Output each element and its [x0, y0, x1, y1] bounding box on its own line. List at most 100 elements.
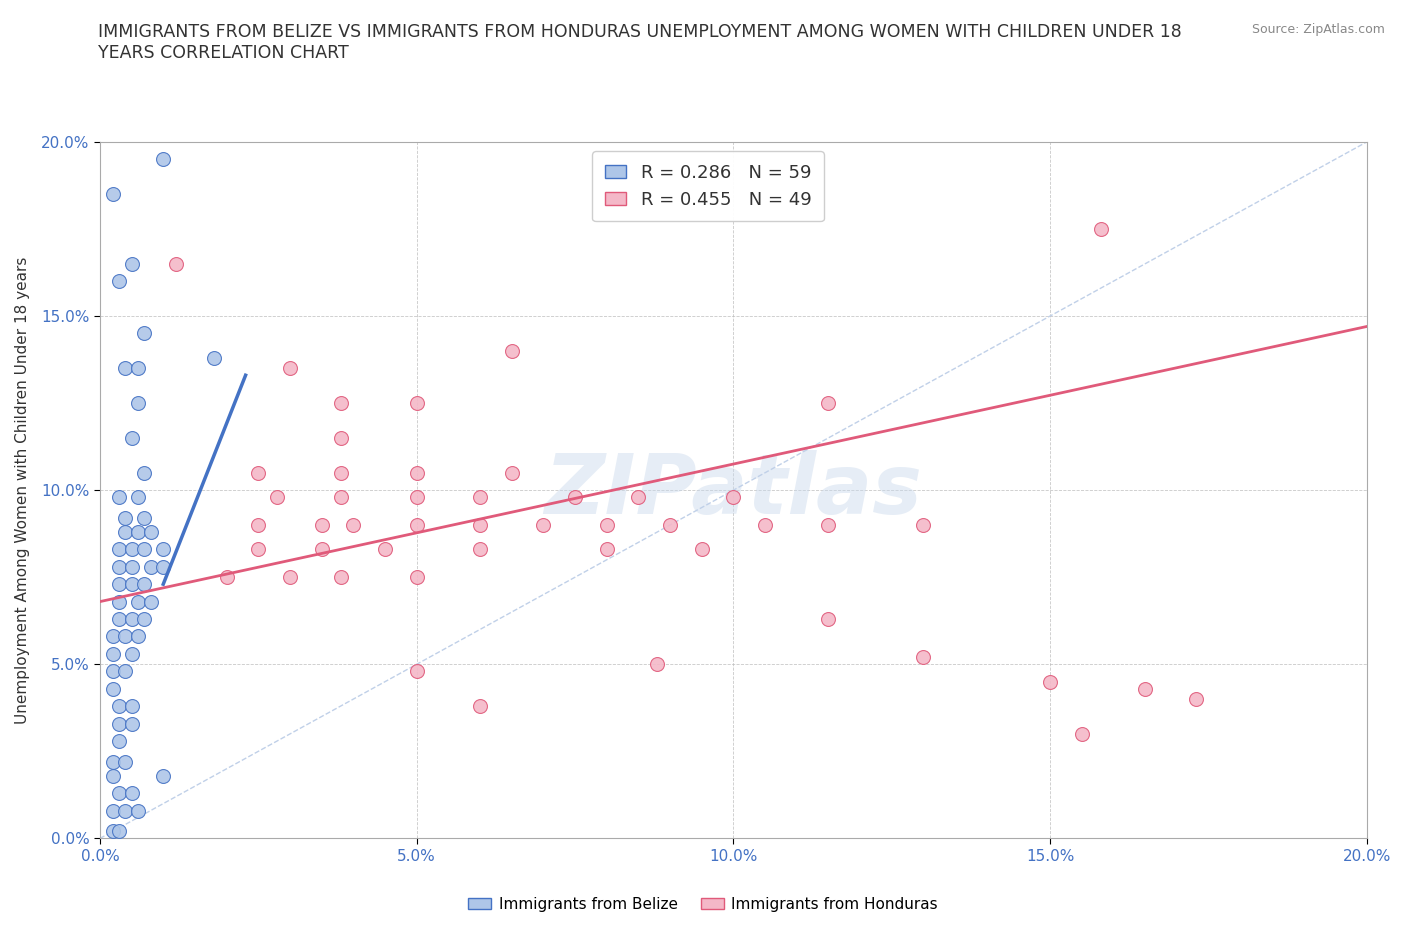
Point	[101, 804, 124, 818]
Point	[108, 824, 131, 839]
Point	[329, 490, 352, 505]
Point	[127, 490, 149, 505]
Point	[108, 559, 131, 574]
Point	[121, 698, 143, 713]
Point	[501, 465, 523, 480]
Point	[311, 542, 333, 557]
Point	[139, 525, 162, 539]
Point	[101, 754, 124, 769]
Point	[1184, 692, 1206, 707]
Point	[215, 570, 238, 585]
Point	[152, 152, 174, 166]
Point	[405, 395, 427, 410]
Point	[1039, 674, 1062, 689]
Point	[127, 525, 149, 539]
Point	[817, 612, 839, 627]
Point	[247, 542, 270, 557]
Point	[139, 559, 162, 574]
Point	[108, 716, 131, 731]
Point	[278, 570, 301, 585]
Point	[134, 542, 156, 557]
Point	[247, 518, 270, 533]
Point	[121, 577, 143, 591]
Point	[121, 431, 143, 445]
Legend: R = 0.286   N = 59, R = 0.455   N = 49: R = 0.286 N = 59, R = 0.455 N = 49	[592, 151, 824, 221]
Point	[468, 518, 491, 533]
Point	[101, 629, 124, 644]
Point	[134, 612, 156, 627]
Point	[134, 326, 156, 341]
Point	[127, 395, 149, 410]
Point	[127, 361, 149, 376]
Point	[121, 646, 143, 661]
Point	[329, 431, 352, 445]
Point	[817, 395, 839, 410]
Point	[108, 594, 131, 609]
Point	[134, 465, 156, 480]
Point	[202, 351, 225, 365]
Point	[247, 465, 270, 480]
Point	[114, 361, 136, 376]
Point	[114, 511, 136, 525]
Point	[468, 698, 491, 713]
Point	[912, 650, 935, 665]
Point	[108, 698, 131, 713]
Point	[266, 490, 288, 505]
Point	[152, 768, 174, 783]
Text: IMMIGRANTS FROM BELIZE VS IMMIGRANTS FROM HONDURAS UNEMPLOYMENT AMONG WOMEN WITH: IMMIGRANTS FROM BELIZE VS IMMIGRANTS FRO…	[98, 23, 1182, 62]
Point	[108, 786, 131, 801]
Point	[114, 525, 136, 539]
Point	[329, 570, 352, 585]
Point	[108, 273, 131, 288]
Point	[134, 511, 156, 525]
Point	[912, 518, 935, 533]
Point	[108, 612, 131, 627]
Point	[468, 490, 491, 505]
Point	[405, 465, 427, 480]
Point	[659, 518, 682, 533]
Point	[531, 518, 554, 533]
Point	[405, 570, 427, 585]
Point	[165, 257, 187, 272]
Point	[468, 542, 491, 557]
Point	[114, 804, 136, 818]
Point	[405, 518, 427, 533]
Point	[817, 518, 839, 533]
Point	[152, 542, 174, 557]
Y-axis label: Unemployment Among Women with Children Under 18 years: Unemployment Among Women with Children U…	[15, 257, 30, 724]
Point	[127, 804, 149, 818]
Text: ZIPatlas: ZIPatlas	[544, 450, 922, 531]
Point	[134, 577, 156, 591]
Point	[121, 559, 143, 574]
Point	[114, 754, 136, 769]
Point	[595, 542, 617, 557]
Point	[329, 395, 352, 410]
Point	[374, 542, 396, 557]
Point	[101, 682, 124, 697]
Point	[127, 629, 149, 644]
Point	[564, 490, 586, 505]
Point	[114, 629, 136, 644]
Point	[690, 542, 713, 557]
Point	[127, 594, 149, 609]
Point	[595, 518, 617, 533]
Point	[278, 361, 301, 376]
Point	[627, 490, 650, 505]
Point	[405, 664, 427, 679]
Point	[501, 343, 523, 358]
Point	[754, 518, 776, 533]
Point	[101, 824, 124, 839]
Point	[152, 559, 174, 574]
Point	[139, 594, 162, 609]
Point	[101, 187, 124, 202]
Point	[311, 518, 333, 533]
Point	[101, 664, 124, 679]
Point	[101, 768, 124, 783]
Point	[108, 490, 131, 505]
Point	[1090, 221, 1112, 236]
Point	[121, 786, 143, 801]
Point	[121, 612, 143, 627]
Point	[108, 577, 131, 591]
Point	[342, 518, 364, 533]
Point	[108, 542, 131, 557]
